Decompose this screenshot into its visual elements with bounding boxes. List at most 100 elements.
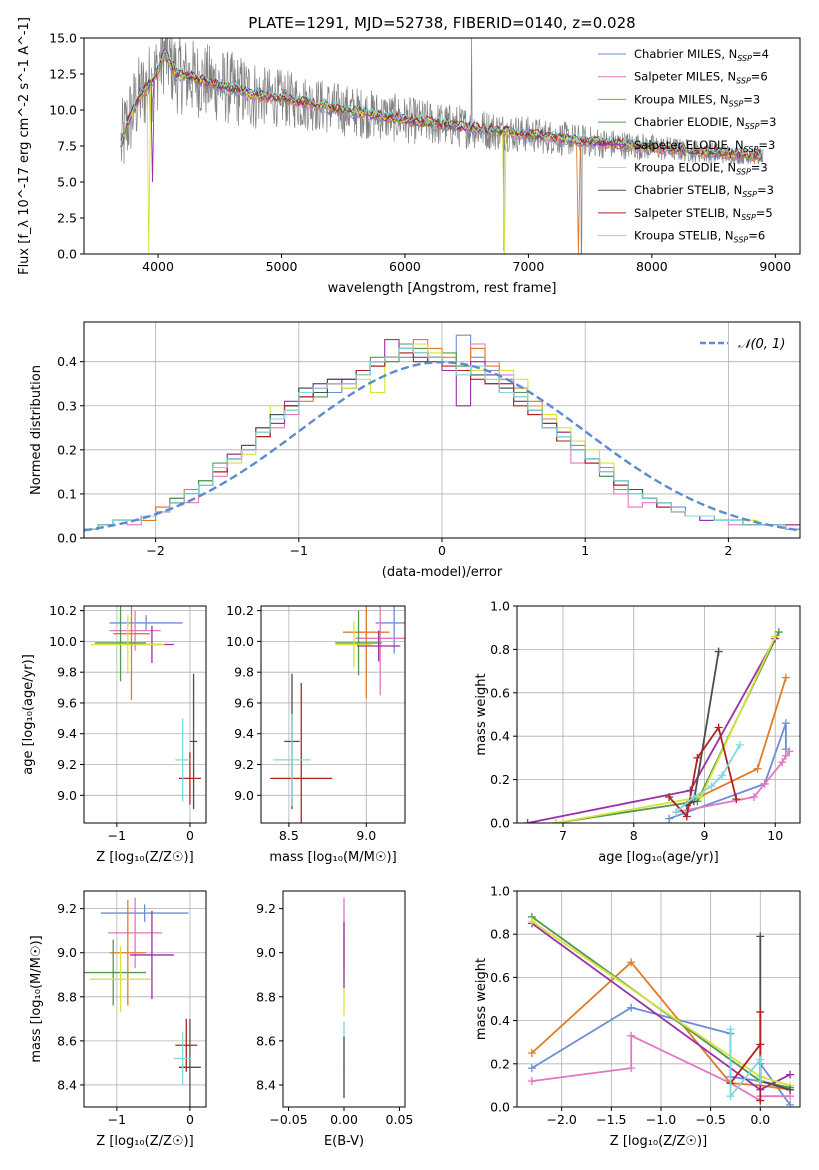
x-tick-label: −1.0 bbox=[646, 1112, 676, 1127]
legend-label: Chabrier STELIB, NSSP=3 bbox=[634, 183, 774, 199]
legend-label: Salpeter ELODIE, NSSP=3 bbox=[634, 138, 775, 154]
figure-title: PLATE=1291, MJD=52738, FIBERID=0140, z=0… bbox=[248, 14, 635, 32]
series-kroupa-miles bbox=[686, 673, 790, 806]
legend-label-sub: SSP bbox=[744, 145, 759, 154]
axes-frame bbox=[83, 605, 207, 824]
series-point-marker bbox=[627, 958, 636, 967]
errorbar-kroupa-stelib bbox=[175, 718, 190, 802]
y-tick-label: 8.6 bbox=[256, 1033, 276, 1048]
y-tick-label: 10.2 bbox=[49, 603, 77, 618]
y-tick-label: 1.0 bbox=[490, 599, 510, 614]
plot-area bbox=[91, 606, 201, 810]
plot-area bbox=[527, 912, 795, 1107]
y-tick-label: 2.5 bbox=[57, 211, 77, 226]
legend-label-sub: SSP bbox=[729, 99, 744, 108]
y-axis-label: mass [log₁₀(M/M☉)] bbox=[29, 935, 44, 1062]
y-tick-label: 9.6 bbox=[57, 695, 77, 710]
x-tick-label: 9 bbox=[701, 828, 709, 843]
series-point-marker bbox=[707, 782, 716, 791]
legend-label-main: Kroupa ELODIE, N bbox=[634, 161, 736, 175]
series-point-marker bbox=[665, 814, 674, 823]
legend-label-sub: SSP bbox=[742, 190, 757, 199]
series-point-marker bbox=[786, 1085, 795, 1094]
y-tick-label: 0.3 bbox=[57, 398, 77, 413]
x-tick-label: 7000 bbox=[513, 259, 545, 274]
legend-label-sub: SSP bbox=[734, 236, 749, 245]
series-point-marker bbox=[786, 1100, 795, 1107]
series-kroupa-elodie bbox=[551, 632, 780, 823]
series-point-marker bbox=[753, 764, 762, 773]
series-point-marker bbox=[693, 753, 702, 762]
y-tick-label: 10.0 bbox=[226, 634, 254, 649]
axes-frame bbox=[516, 605, 801, 824]
x-tick-label: −1 bbox=[108, 1112, 126, 1127]
errorbar-salpeter-elodie bbox=[357, 630, 401, 662]
errorbar-salpeter-stelib bbox=[270, 682, 333, 823]
y-tick-label: 12.5 bbox=[49, 67, 77, 82]
y-tick-label: 0.4 bbox=[490, 729, 510, 744]
legend-label-suffix: =5 bbox=[756, 206, 773, 220]
axes-frame bbox=[260, 605, 406, 824]
normal-distribution-curve bbox=[84, 360, 800, 532]
y-tick-label: 10.0 bbox=[49, 634, 77, 649]
y-tick-label: 8.6 bbox=[57, 1033, 77, 1048]
errorbar-chabrier-elodie bbox=[335, 610, 382, 676]
series-point-marker bbox=[750, 792, 759, 801]
errorbar-chabrier-stelib bbox=[189, 673, 198, 810]
plot-area bbox=[120, 38, 764, 254]
x-tick-label: −2 bbox=[146, 543, 164, 558]
x-tick-label: 7 bbox=[559, 828, 567, 843]
x-tick-label: 4000 bbox=[142, 259, 174, 274]
y-tick-label: 9.2 bbox=[234, 757, 254, 772]
panels: 4000 5000 6000 7000 8000 90000.02.55.07.510.0… bbox=[17, 17, 801, 1149]
series-point-marker bbox=[785, 747, 794, 756]
legend-label-main: Salpeter ELODIE, N bbox=[634, 138, 744, 152]
y-tick-label: 0.2 bbox=[57, 442, 77, 457]
errorbar-kroupa-miles bbox=[109, 899, 147, 1006]
panel-mass-weight-vs-age: 7 8 9 10 0.0 0.2 0.4 0.6 0.8 1.0 age [log₁₀(age/yr… bbox=[474, 599, 801, 865]
series-point-marker bbox=[756, 1096, 765, 1105]
series-point-marker bbox=[665, 792, 674, 801]
x-tick-label: −1 bbox=[290, 543, 308, 558]
x-tick-label: 0.05 bbox=[386, 1112, 414, 1127]
series-point-marker bbox=[627, 1031, 636, 1040]
series-point-marker bbox=[527, 917, 536, 926]
series-point-marker bbox=[627, 1003, 636, 1012]
x-axis-label: age [log₁₀(age/yr)] bbox=[598, 850, 719, 865]
y-tick-label: 9.0 bbox=[57, 788, 77, 803]
legend-label-main: Chabrier STELIB, N bbox=[634, 183, 742, 197]
x-tick-label: −0.5 bbox=[695, 1112, 725, 1127]
legend-label-sub: SSP bbox=[745, 122, 760, 131]
errorbar-salpeter-stelib bbox=[175, 1018, 198, 1072]
series-point-marker bbox=[760, 779, 769, 788]
x-axis-label: mass [log₁₀(M/M☉)] bbox=[269, 850, 396, 865]
legend-label: Salpeter MILES, NSSP=6 bbox=[634, 70, 768, 86]
y-tick-label: 0.0 bbox=[490, 816, 510, 831]
series-point-marker bbox=[756, 1055, 765, 1064]
panel-age-vs-mass: 8.5 9.0 9.0 9.2 9.4 9.6 9.8 10.0 10.2 mass [log₁₀… bbox=[226, 603, 406, 865]
x-tick-label: −1.5 bbox=[596, 1112, 626, 1127]
errorbar-kroupa-elodie bbox=[89, 946, 152, 1013]
panel-mass-weight-vs-z: −2.0 −1.5 −1.0 −0.5 0.0 0.0 0.2 0.4 0.6 0.8 1.0 Z [… bbox=[474, 884, 801, 1149]
series-point-marker bbox=[778, 758, 787, 767]
y-axis-label: mass weight bbox=[474, 958, 489, 1040]
x-tick-label: 0 bbox=[438, 543, 446, 558]
errorbar-chabrier-stelib bbox=[343, 1036, 345, 1099]
x-tick-label: 8.5 bbox=[279, 828, 299, 843]
x-tick-label: −0.05 bbox=[269, 1112, 307, 1127]
panel-age-vs-z: −1 0 9.0 9.2 9.4 9.6 9.8 10.0 10.2 Z [log₁₀(Z/Z☉)… bbox=[21, 603, 207, 865]
plot-area bbox=[84, 334, 800, 532]
legend-label-main: Chabrier ELODIE, N bbox=[634, 115, 745, 129]
errorbar-chabrier-miles bbox=[375, 606, 405, 654]
y-tick-label: 0.6 bbox=[490, 685, 510, 700]
y-tick-label: 9.0 bbox=[57, 945, 77, 960]
errorbar-chabrier-miles bbox=[100, 904, 189, 922]
y-tick-label: 9.2 bbox=[57, 901, 77, 916]
errorbar-chabrier-miles bbox=[109, 615, 183, 631]
x-tick-label: 2 bbox=[724, 543, 732, 558]
legend-label: Kroupa ELODIE, NSSP=3 bbox=[634, 161, 768, 177]
x-axis-label: Z [log₁₀(Z/Z☉)] bbox=[610, 1134, 707, 1149]
errorbar-kroupa-elodie bbox=[335, 621, 373, 668]
